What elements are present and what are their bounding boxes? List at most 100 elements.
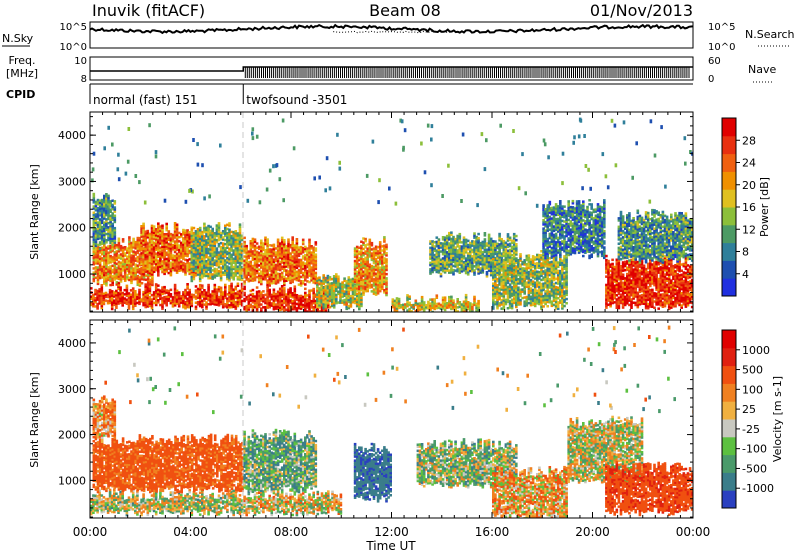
range-cell bbox=[483, 261, 487, 264]
range-cell bbox=[94, 247, 98, 251]
range-cell bbox=[274, 255, 278, 258]
range-cell bbox=[339, 286, 342, 290]
range-cell bbox=[167, 232, 171, 235]
range-cell bbox=[358, 281, 361, 284]
range-cell bbox=[272, 269, 276, 272]
range-cell bbox=[278, 256, 282, 260]
range-cell bbox=[192, 275, 196, 279]
range-cell bbox=[190, 242, 194, 246]
range-cell bbox=[247, 273, 251, 277]
range-cell bbox=[203, 266, 206, 269]
range-cell bbox=[343, 290, 346, 293]
range-cell bbox=[360, 246, 363, 250]
range-cell bbox=[192, 277, 196, 281]
range-cell bbox=[452, 299, 455, 302]
range-cell bbox=[224, 253, 227, 256]
range-cell bbox=[385, 272, 388, 276]
range-cell bbox=[287, 274, 290, 277]
range-cell bbox=[469, 304, 472, 307]
range-cell bbox=[255, 301, 259, 304]
range-cell bbox=[100, 213, 104, 216]
range-cell bbox=[175, 267, 179, 270]
range-cell bbox=[126, 275, 129, 279]
range-cell bbox=[355, 302, 359, 306]
range-cell bbox=[383, 291, 386, 294]
range-cell bbox=[247, 306, 251, 309]
range-cell bbox=[98, 201, 102, 204]
range-cell bbox=[475, 312, 478, 315]
range-cell bbox=[335, 275, 338, 278]
range-cell bbox=[479, 248, 482, 251]
range-cell bbox=[304, 249, 307, 253]
range-cell bbox=[249, 240, 253, 243]
range-cell bbox=[150, 239, 154, 242]
range-cell bbox=[177, 301, 181, 304]
range-cell bbox=[171, 239, 175, 243]
range-cell bbox=[441, 238, 445, 241]
range-cell bbox=[353, 251, 357, 254]
range-cell bbox=[301, 255, 305, 258]
range-cell bbox=[441, 296, 445, 299]
range-cell bbox=[234, 265, 238, 269]
range-cell bbox=[221, 250, 225, 254]
range-cell bbox=[385, 287, 388, 290]
range-cell bbox=[140, 300, 143, 303]
range-cell bbox=[126, 265, 129, 269]
range-cell bbox=[245, 259, 248, 262]
range-cell bbox=[469, 246, 472, 249]
range-cell bbox=[128, 265, 131, 269]
range-cell bbox=[230, 293, 233, 296]
range-cell bbox=[234, 287, 238, 291]
range-cell bbox=[450, 269, 453, 272]
range-cell bbox=[441, 265, 445, 269]
range-cell bbox=[121, 256, 125, 260]
range-cell bbox=[274, 259, 278, 263]
range-cell bbox=[219, 233, 223, 237]
range-cell bbox=[236, 259, 240, 262]
range-cell bbox=[245, 269, 248, 273]
range-cell bbox=[412, 307, 415, 310]
nave-tick-bottom: 0 bbox=[708, 74, 714, 85]
range-cell bbox=[161, 226, 164, 230]
range-cell bbox=[355, 283, 359, 286]
range-cell bbox=[115, 266, 119, 270]
range-cell bbox=[378, 266, 382, 269]
range-cell bbox=[280, 277, 284, 281]
range-cell bbox=[184, 288, 187, 292]
range-cell bbox=[138, 284, 142, 287]
range-cell bbox=[245, 274, 248, 277]
range-cell bbox=[109, 279, 112, 283]
range-cell bbox=[308, 295, 311, 298]
range-cell bbox=[121, 300, 124, 303]
range-cell bbox=[103, 194, 106, 198]
range-cell bbox=[322, 288, 325, 291]
range-cell bbox=[154, 303, 158, 307]
nave-tick-top: 60 bbox=[708, 56, 721, 67]
range-cell bbox=[349, 282, 353, 286]
range-cell bbox=[339, 297, 342, 300]
range-cell bbox=[456, 263, 459, 267]
range-cell bbox=[378, 283, 382, 286]
freq-frame bbox=[89, 56, 694, 81]
range-cell bbox=[312, 252, 315, 255]
range-cell bbox=[119, 267, 123, 271]
range-cell bbox=[464, 298, 468, 301]
range-cell bbox=[154, 268, 158, 272]
range-cell bbox=[460, 255, 464, 259]
range-cell bbox=[142, 278, 146, 281]
range-cell bbox=[475, 263, 478, 266]
range-cell bbox=[483, 248, 487, 252]
range-cell bbox=[285, 302, 288, 305]
range-cell bbox=[262, 267, 265, 270]
range-cell bbox=[414, 303, 418, 307]
range-cell bbox=[339, 301, 342, 304]
range-cell bbox=[460, 251, 464, 254]
range-cell bbox=[353, 280, 357, 284]
range-cell bbox=[203, 289, 206, 292]
range-cell bbox=[224, 242, 227, 246]
range-cell bbox=[312, 308, 315, 311]
range-cell bbox=[94, 236, 98, 239]
range-cell bbox=[448, 261, 451, 264]
range-cell bbox=[103, 225, 106, 228]
range-cell bbox=[358, 307, 361, 311]
